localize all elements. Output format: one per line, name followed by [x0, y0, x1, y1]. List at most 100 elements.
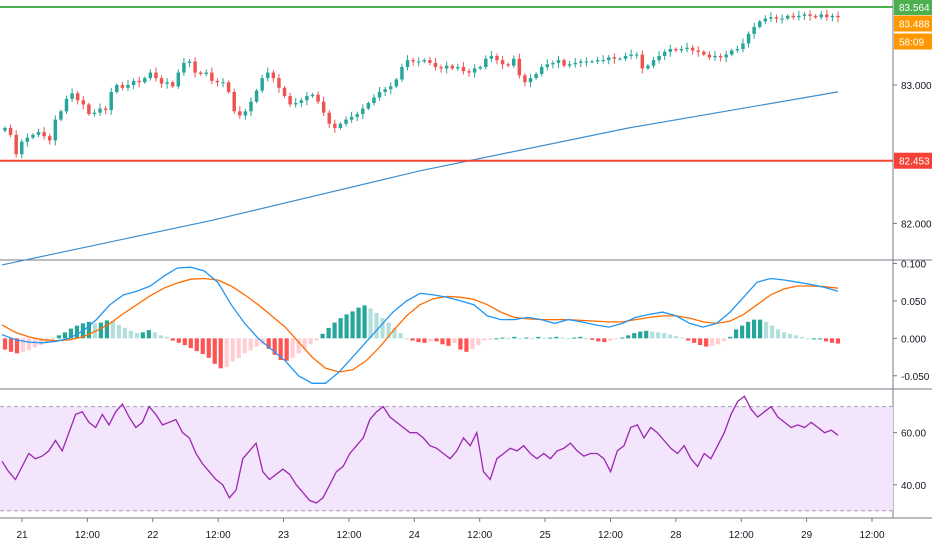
- candle-body[interactable]: [769, 17, 773, 19]
- candle-body[interactable]: [221, 82, 225, 84]
- candle-body[interactable]: [81, 100, 86, 105]
- candle-body[interactable]: [601, 60, 605, 62]
- candle-body[interactable]: [450, 65, 454, 69]
- candle-body[interactable]: [484, 58, 488, 68]
- candle-body[interactable]: [707, 54, 712, 58]
- candle-body[interactable]: [752, 26, 756, 34]
- candle-body[interactable]: [741, 43, 745, 50]
- candle-body[interactable]: [808, 14, 812, 16]
- candle-body[interactable]: [774, 17, 779, 19]
- candle-body[interactable]: [288, 96, 292, 105]
- candle-body[interactable]: [657, 55, 661, 61]
- candle-body[interactable]: [310, 94, 315, 97]
- candle-body[interactable]: [25, 137, 30, 142]
- candle-body[interactable]: [528, 78, 533, 83]
- candle-body[interactable]: [646, 65, 650, 69]
- candle-body[interactable]: [595, 60, 600, 62]
- candle-body[interactable]: [232, 91, 236, 112]
- candle-body[interactable]: [640, 54, 645, 69]
- candle-body[interactable]: [182, 62, 186, 73]
- candle-body[interactable]: [47, 136, 52, 141]
- candle-body[interactable]: [383, 89, 387, 92]
- candle-body[interactable]: [836, 15, 840, 18]
- candle-body[interactable]: [746, 33, 751, 44]
- candle-body[interactable]: [260, 78, 264, 91]
- candle-body[interactable]: [612, 57, 617, 59]
- candle-body[interactable]: [20, 141, 24, 155]
- candle-body[interactable]: [170, 82, 175, 87]
- candle-body[interactable]: [500, 60, 505, 65]
- candle-body[interactable]: [556, 60, 561, 63]
- candle-body[interactable]: [618, 58, 622, 60]
- candle-body[interactable]: [59, 111, 63, 120]
- candle-body[interactable]: [8, 127, 13, 135]
- candle-body[interactable]: [366, 103, 371, 109]
- candle-body[interactable]: [713, 55, 717, 58]
- candle-body[interactable]: [394, 79, 399, 87]
- candle-body[interactable]: [472, 68, 477, 73]
- candle-body[interactable]: [735, 49, 740, 51]
- candle-body[interactable]: [730, 50, 734, 55]
- candle-body[interactable]: [338, 123, 343, 128]
- candle-body[interactable]: [797, 15, 801, 18]
- candle-body[interactable]: [226, 82, 231, 92]
- candle-body[interactable]: [690, 47, 695, 51]
- candle-body[interactable]: [154, 72, 158, 79]
- candle-body[interactable]: [193, 61, 197, 73]
- candle-body[interactable]: [422, 60, 427, 62]
- candle-body[interactable]: [416, 61, 421, 63]
- candle-body[interactable]: [635, 54, 639, 56]
- candle-body[interactable]: [198, 72, 203, 74]
- candle-body[interactable]: [551, 62, 555, 65]
- candle-body[interactable]: [64, 98, 69, 112]
- candle-body[interactable]: [53, 119, 58, 141]
- candle-body[interactable]: [131, 80, 136, 86]
- candle-body[interactable]: [662, 51, 667, 56]
- candle-body[interactable]: [523, 75, 527, 83]
- candle-body[interactable]: [579, 61, 583, 63]
- candle-body[interactable]: [299, 100, 304, 104]
- candle-body[interactable]: [696, 50, 700, 52]
- rsi-pane[interactable]: 60.00 40.00: [0, 395, 926, 512]
- candle-body[interactable]: [685, 47, 689, 50]
- candle-body[interactable]: [115, 85, 119, 92]
- candle-body[interactable]: [813, 15, 818, 18]
- candle-body[interactable]: [372, 97, 376, 104]
- candle-body[interactable]: [137, 80, 141, 83]
- candle-body[interactable]: [679, 49, 684, 51]
- candle-body[interactable]: [271, 72, 276, 79]
- candle-body[interactable]: [14, 134, 18, 155]
- candle-body[interactable]: [623, 55, 628, 59]
- candle-body[interactable]: [495, 55, 499, 61]
- candle-body[interactable]: [757, 21, 762, 27]
- candle-body[interactable]: [433, 62, 438, 68]
- candle-body[interactable]: [321, 101, 326, 113]
- candle-body[interactable]: [277, 78, 281, 88]
- candle-body[interactable]: [819, 14, 823, 18]
- candle-body[interactable]: [165, 82, 169, 84]
- candle-body[interactable]: [763, 18, 768, 22]
- candle-body[interactable]: [573, 62, 577, 65]
- candle-body[interactable]: [92, 112, 97, 115]
- candle-body[interactable]: [411, 60, 415, 62]
- candle-body[interactable]: [87, 104, 91, 115]
- candle-body[interactable]: [607, 57, 611, 61]
- candle-body[interactable]: [467, 71, 471, 73]
- candle-body[interactable]: [439, 67, 443, 69]
- candle-body[interactable]: [830, 15, 835, 18]
- candle-body[interactable]: [517, 58, 522, 76]
- candle-body[interactable]: [36, 132, 41, 135]
- candle-body[interactable]: [249, 101, 253, 112]
- candle-body[interactable]: [724, 54, 728, 58]
- candle-body[interactable]: [109, 91, 113, 110]
- candle-body[interactable]: [254, 90, 259, 102]
- candle-body[interactable]: [31, 134, 35, 138]
- candle-body[interactable]: [668, 49, 673, 52]
- candle-body[interactable]: [545, 64, 550, 68]
- candle-body[interactable]: [187, 61, 192, 63]
- candle-body[interactable]: [478, 67, 482, 69]
- candle-body[interactable]: [651, 60, 656, 66]
- candle-body[interactable]: [825, 14, 829, 18]
- candle-body[interactable]: [126, 85, 130, 88]
